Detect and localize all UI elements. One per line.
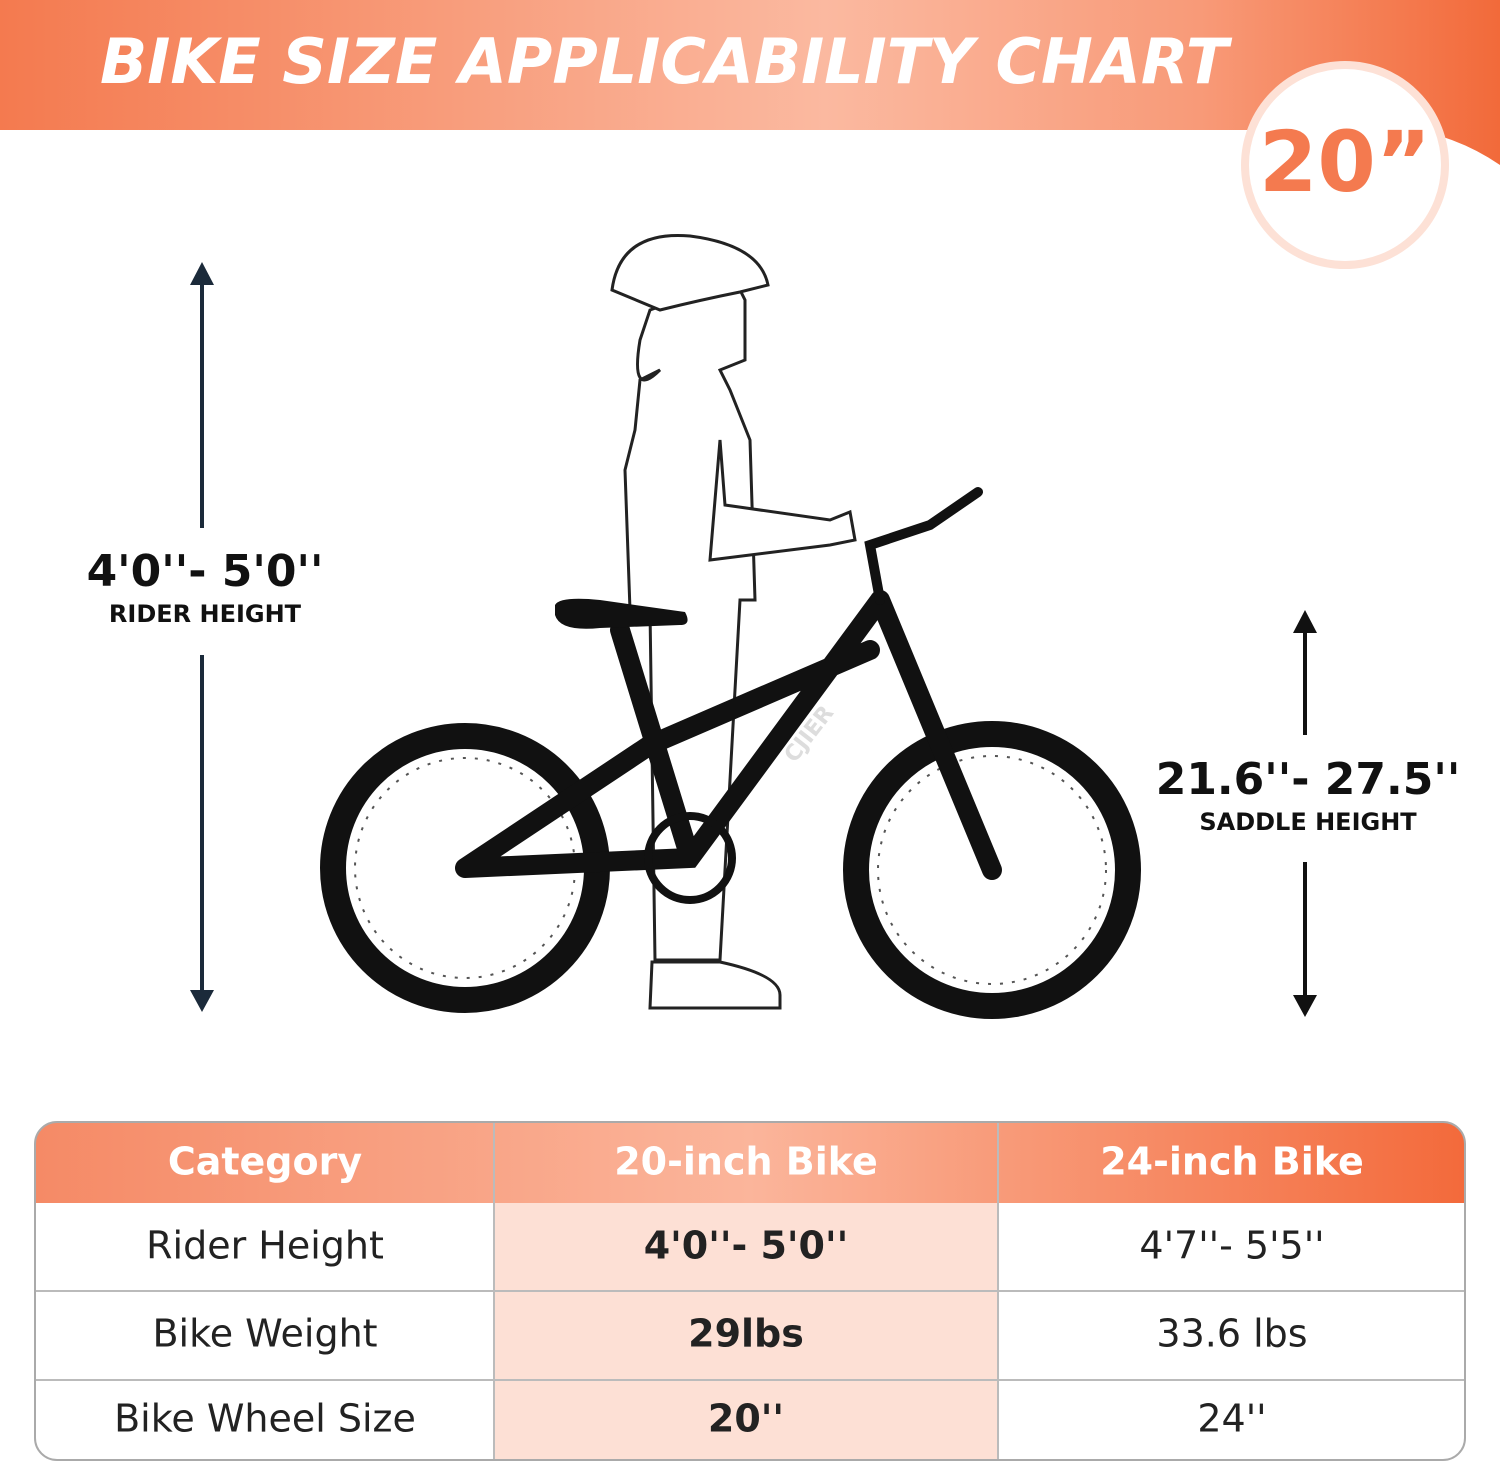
table-cell: 4'7''- 5'5'' xyxy=(1139,1224,1324,1268)
spec-table xyxy=(35,1122,1465,1460)
header-band xyxy=(0,0,1500,165)
table-cell: 24'' xyxy=(1197,1397,1266,1441)
rider-label: RIDER HEIGHT xyxy=(109,600,302,628)
highlight-column xyxy=(494,1203,998,1460)
table-cell: 4'0''- 5'0'' xyxy=(644,1224,849,1268)
table-cell: Rider Height xyxy=(146,1224,384,1268)
bike xyxy=(320,487,1141,1019)
title: BIKE SIZE APPLICABILITY CHART xyxy=(100,25,1233,98)
header-cell: 24-inch Bike xyxy=(1100,1140,1364,1184)
child-outline xyxy=(610,233,857,1010)
table-cell: Bike Weight xyxy=(152,1312,377,1356)
rider-value: 4'0''- 5'0'' xyxy=(87,546,324,597)
table-lines xyxy=(35,1122,1465,1460)
saddle-label: SADDLE HEIGHT xyxy=(1199,808,1417,836)
header-cell: 20-inch Bike xyxy=(614,1140,878,1184)
table-cell: 33.6 lbs xyxy=(1156,1312,1307,1356)
badge xyxy=(1241,61,1449,269)
table-border xyxy=(34,1121,1466,1461)
saddle-value: 21.6''- 27.5'' xyxy=(1156,754,1461,805)
saddle xyxy=(555,598,688,629)
badge-text: 20” xyxy=(1259,113,1431,211)
header-cell: Category xyxy=(168,1140,363,1184)
table-cell: 29lbs xyxy=(688,1312,804,1356)
table-cell: Bike Wheel Size xyxy=(114,1397,416,1441)
table-header xyxy=(35,1122,1465,1203)
table-cell: 20'' xyxy=(708,1397,784,1441)
